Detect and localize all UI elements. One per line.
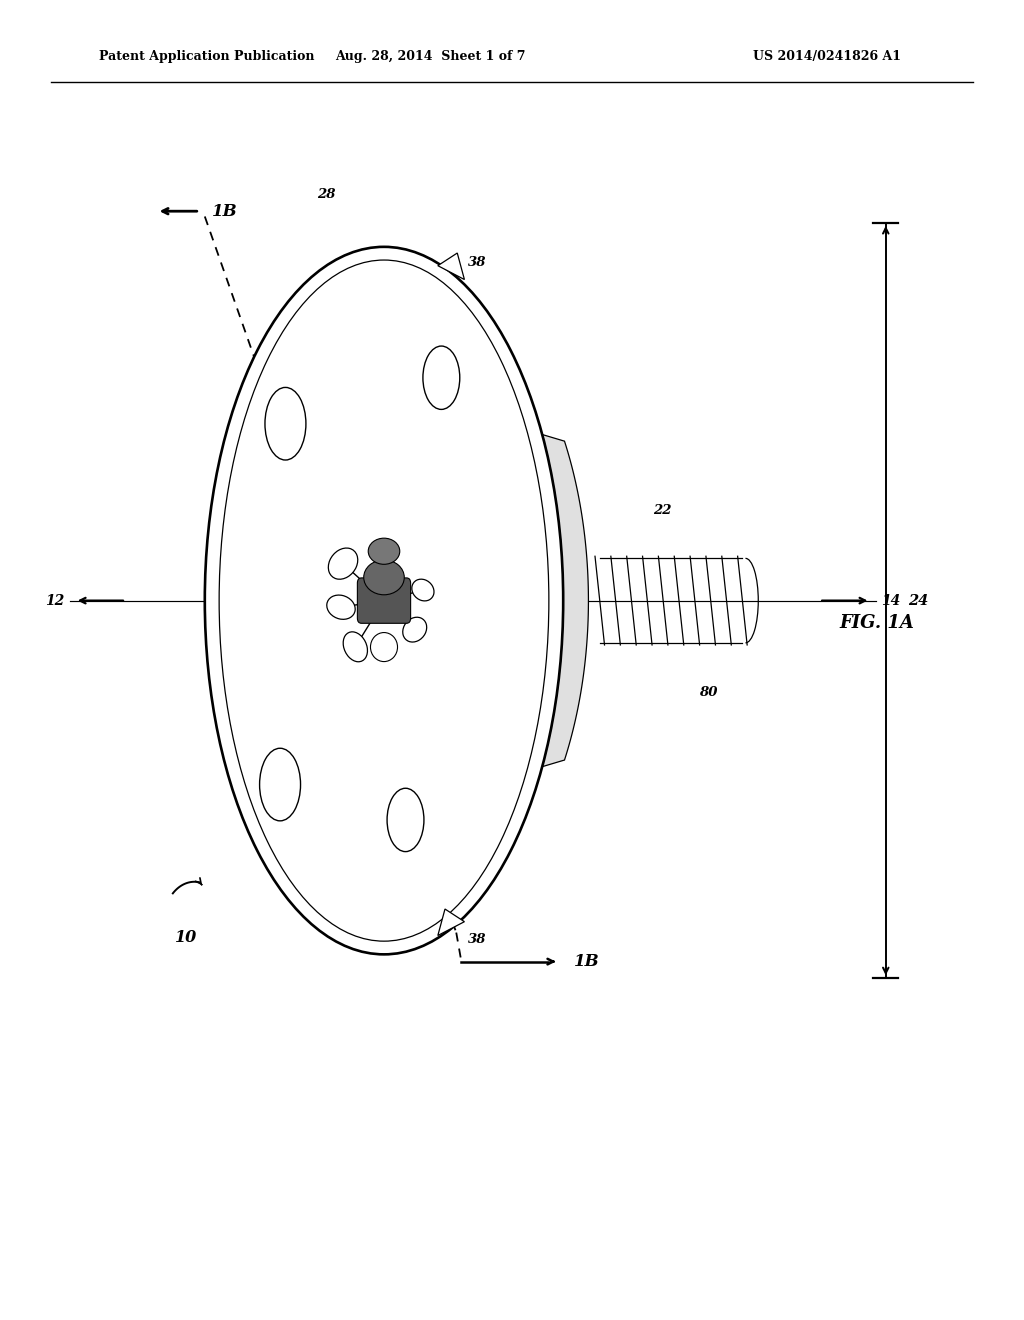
Text: 36: 36 (249, 777, 268, 791)
FancyBboxPatch shape (357, 578, 411, 623)
Text: 35: 35 (301, 583, 319, 597)
Text: 38: 38 (468, 256, 486, 268)
Ellipse shape (205, 247, 563, 954)
Ellipse shape (327, 595, 355, 619)
Ellipse shape (387, 788, 424, 851)
Text: 35: 35 (428, 636, 446, 649)
Text: 40: 40 (291, 610, 309, 623)
Text: 22: 22 (653, 504, 672, 517)
Text: 1B: 1B (574, 953, 600, 970)
Text: 34: 34 (334, 581, 352, 594)
Polygon shape (438, 909, 465, 936)
Text: 36: 36 (253, 417, 271, 430)
Text: 28: 28 (317, 187, 336, 201)
Text: 1B: 1B (212, 203, 238, 219)
Text: 43: 43 (449, 486, 467, 499)
Ellipse shape (329, 548, 357, 579)
Ellipse shape (369, 539, 399, 565)
Text: 35: 35 (329, 663, 347, 676)
Text: FIG. 1A: FIG. 1A (840, 614, 914, 632)
Text: Aug. 28, 2014  Sheet 1 of 7: Aug. 28, 2014 Sheet 1 of 7 (335, 50, 525, 63)
Text: 35: 35 (385, 495, 403, 508)
Ellipse shape (343, 632, 368, 661)
Text: 16: 16 (352, 882, 371, 895)
Text: 14: 14 (881, 594, 900, 607)
Ellipse shape (371, 632, 397, 661)
Text: Patent Application Publication: Patent Application Publication (99, 50, 314, 63)
Ellipse shape (260, 748, 301, 821)
Text: 35: 35 (308, 525, 327, 539)
Ellipse shape (402, 618, 427, 642)
Ellipse shape (265, 388, 306, 461)
Text: 12: 12 (45, 594, 65, 607)
Text: 36: 36 (389, 821, 408, 833)
Text: 36: 36 (421, 364, 440, 378)
Polygon shape (543, 434, 589, 767)
Text: 35: 35 (438, 568, 457, 581)
Polygon shape (438, 253, 465, 280)
Ellipse shape (364, 560, 404, 595)
Text: 38: 38 (468, 933, 486, 945)
Text: US 2014/0241826 A1: US 2014/0241826 A1 (753, 50, 901, 63)
Text: 80: 80 (699, 686, 718, 700)
Text: 24: 24 (908, 594, 929, 607)
Ellipse shape (423, 346, 460, 409)
Text: 10: 10 (175, 929, 198, 945)
Ellipse shape (412, 579, 434, 601)
